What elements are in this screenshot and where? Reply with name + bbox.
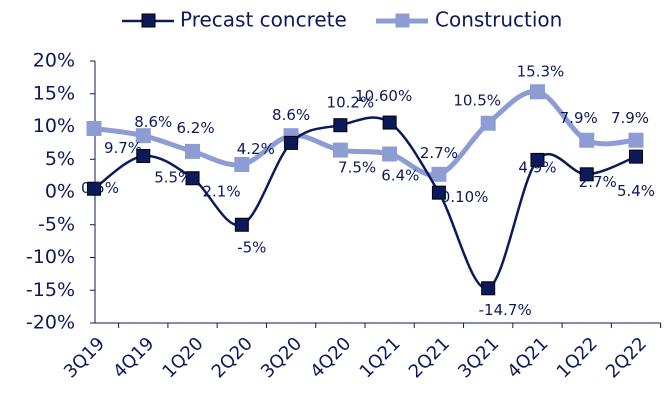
y-tick-label: -20% [26,312,75,334]
data-label: 5.4% [617,182,655,200]
legend-marker [141,13,156,28]
data-label: 7.9% [560,109,598,127]
y-tick-label: 0% [45,181,75,203]
data-label: 4.2% [237,140,275,158]
x-tick-label: 4Q21 [503,333,552,382]
x-tick-label: 3Q20 [257,333,306,382]
marker [431,185,446,200]
x-tick-label: 3Q21 [454,333,503,382]
data-label: -5% [237,238,266,256]
data-label: 6.2% [176,119,214,137]
y-tick-label: -5% [38,213,75,235]
y-tick-label: 15% [33,82,75,104]
y-tick-label: 20% [33,50,75,72]
data-label: 4.9% [518,158,556,176]
marker [579,132,595,148]
data-label: 7.5% [338,158,376,176]
x-tick-label: 3Q19 [60,333,109,382]
legend-label: Precast concrete [180,8,347,32]
marker [234,217,249,232]
marker [332,142,348,158]
data-label: 8.6% [272,106,310,124]
data-label: 2.7% [420,144,458,162]
y-tick-label: 5% [45,148,75,170]
y-tick-label: 10% [33,115,75,137]
marker [382,146,398,162]
data-label: 10.60% [355,87,412,105]
x-tick-label: 4Q19 [109,333,158,382]
legend-label: Construction [435,8,562,32]
data-label: 10.2% [327,94,375,112]
data-label: 15.3% [517,62,565,80]
x-tick-label: 4Q20 [306,333,355,382]
data-label: 0.5% [81,179,119,197]
marker [136,148,151,163]
marker [333,118,348,133]
marker [529,84,545,100]
marker [284,135,299,150]
marker [579,167,594,182]
data-label: 5.5% [154,168,192,186]
marker [135,128,151,144]
data-label: 6.4% [381,167,419,185]
data-label: 7.9% [611,109,649,127]
y-tick-label: -15% [26,279,75,301]
marker [185,143,201,159]
marker [185,171,200,186]
data-label: -14.7% [479,301,532,319]
legend-marker [395,13,410,28]
marker [86,120,102,136]
marker [87,181,101,196]
data-label: 2.7% [579,173,617,191]
data-label: 10.5% [453,92,501,110]
marker [530,152,545,167]
marker [628,132,644,148]
x-tick-label: 2Q20 [208,333,257,382]
y-tick-label: -10% [26,246,75,268]
x-tick-label: 1Q22 [553,333,602,382]
marker [629,149,643,164]
data-label: 8.6% [134,113,172,131]
x-tick-label: 1Q20 [158,333,207,382]
data-label: -0.10% [435,188,488,206]
x-tick-label: 2Q22 [602,333,651,382]
marker [481,281,496,296]
data-label: 2.1% [202,183,240,201]
x-tick-label: 2Q21 [405,333,454,382]
marker [431,166,447,182]
x-tick-label: 1Q21 [356,333,405,382]
marker [234,156,250,172]
marker [480,115,496,131]
marker [382,115,397,130]
data-label: 9.7% [104,139,142,157]
